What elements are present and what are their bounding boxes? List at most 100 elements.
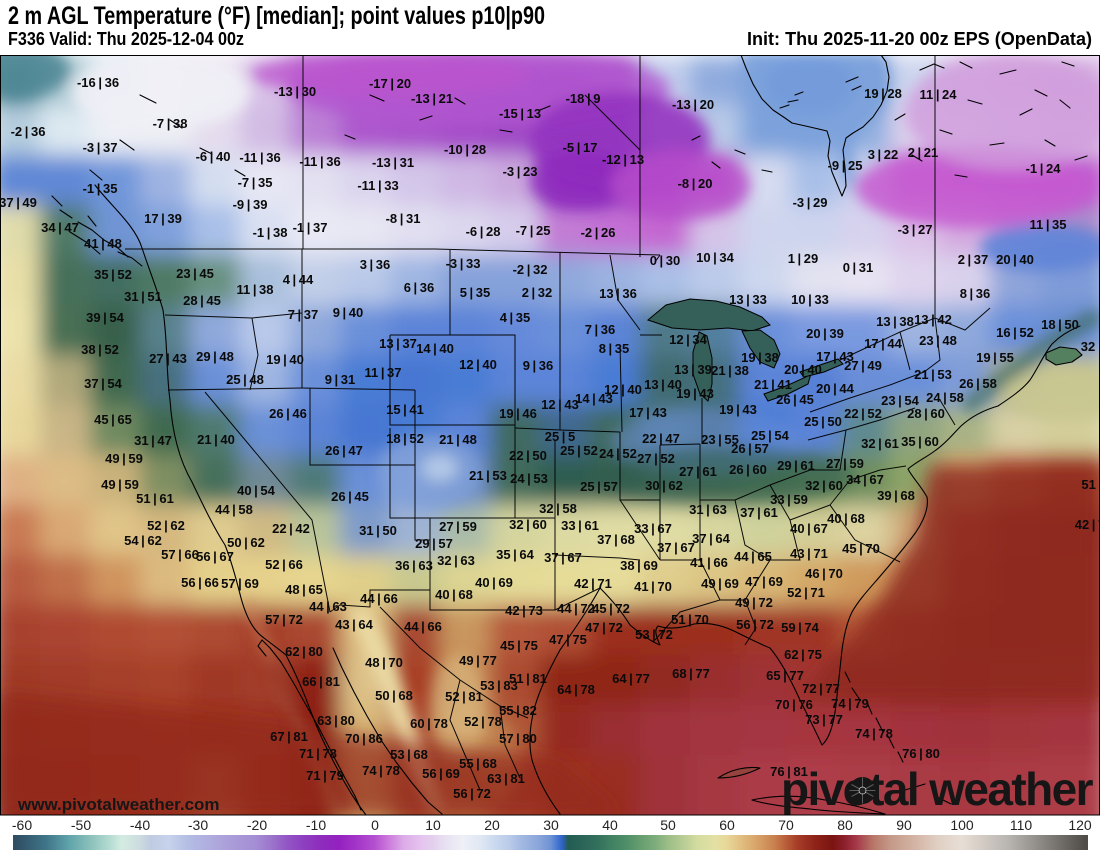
svg-text:33 | 61: 33 | 61 xyxy=(561,518,599,533)
svg-text:50: 50 xyxy=(660,817,676,833)
svg-text:-3 | 37: -3 | 37 xyxy=(83,140,118,155)
svg-text:49 | 59: 49 | 59 xyxy=(101,477,139,492)
svg-text:71 | 78: 71 | 78 xyxy=(299,746,337,761)
svg-text:48 | 65: 48 | 65 xyxy=(285,582,323,597)
svg-text:40 | 54: 40 | 54 xyxy=(237,483,276,498)
svg-text:-9 | 25: -9 | 25 xyxy=(828,158,863,173)
svg-text:14 | 40: 14 | 40 xyxy=(416,341,454,356)
svg-text:12 | 40: 12 | 40 xyxy=(459,357,497,372)
svg-text:26 | 45: 26 | 45 xyxy=(331,489,369,504)
svg-text:23 | 48: 23 | 48 xyxy=(919,333,957,348)
svg-text:25 | 52: 25 | 52 xyxy=(560,443,598,458)
svg-text:-50: -50 xyxy=(71,817,91,833)
svg-text:8 | 35: 8 | 35 xyxy=(599,341,630,356)
svg-text:18 | 50: 18 | 50 xyxy=(1041,317,1079,332)
svg-text:47 | 75: 47 | 75 xyxy=(549,632,587,647)
svg-text:57 | 69: 57 | 69 xyxy=(221,576,259,591)
svg-text:32 | 60: 32 | 60 xyxy=(805,478,843,493)
svg-text:56 | 67: 56 | 67 xyxy=(196,549,234,564)
svg-text:-17 | 20: -17 | 20 xyxy=(369,76,411,91)
svg-text:37 | 61: 37 | 61 xyxy=(740,505,778,520)
svg-text:17 | 44: 17 | 44 xyxy=(864,336,903,351)
svg-text:26 | 60: 26 | 60 xyxy=(729,462,767,477)
svg-text:23 | 45: 23 | 45 xyxy=(176,266,214,281)
svg-text:29 | 48: 29 | 48 xyxy=(196,349,234,364)
svg-text:54 | 62: 54 | 62 xyxy=(124,533,162,548)
svg-text:9 | 40: 9 | 40 xyxy=(333,305,364,320)
svg-text:7 | 37: 7 | 37 xyxy=(288,307,319,322)
svg-text:-3 | 27: -3 | 27 xyxy=(898,222,933,237)
svg-text:pivotal weather: pivotal weather xyxy=(781,763,1094,815)
svg-text:13 | 42: 13 | 42 xyxy=(914,312,952,327)
svg-text:-6 | 40: -6 | 40 xyxy=(196,149,231,164)
svg-text:-15 | 13: -15 | 13 xyxy=(499,106,541,121)
svg-text:20 | 40: 20 | 40 xyxy=(996,252,1034,267)
svg-text:80: 80 xyxy=(837,817,853,833)
svg-text:-13 | 21: -13 | 21 xyxy=(411,91,453,106)
svg-text:56 | 72: 56 | 72 xyxy=(453,786,491,801)
svg-text:33 | 67: 33 | 67 xyxy=(634,521,672,536)
svg-text:26 | 46: 26 | 46 xyxy=(269,406,307,421)
svg-text:19 | 40: 19 | 40 xyxy=(266,352,304,367)
svg-text:31 | 51: 31 | 51 xyxy=(124,289,162,304)
svg-text:31 | 63: 31 | 63 xyxy=(689,502,727,517)
svg-text:62 | 75: 62 | 75 xyxy=(784,647,822,662)
svg-text:52 | 81: 52 | 81 xyxy=(445,689,483,704)
svg-text:10: 10 xyxy=(425,817,441,833)
svg-text:22 | 42: 22 | 42 xyxy=(272,521,310,536)
svg-text:36 | 63: 36 | 63 xyxy=(395,558,433,573)
svg-text:0: 0 xyxy=(371,817,379,833)
svg-text:42 | 73: 42 | 73 xyxy=(505,603,543,618)
svg-text:120: 120 xyxy=(1068,817,1092,833)
svg-text:-1 | 37: -1 | 37 xyxy=(293,220,328,235)
svg-text:31 | 47: 31 | 47 xyxy=(134,433,172,448)
svg-text:41 | 66: 41 | 66 xyxy=(690,555,728,570)
svg-text:70 | 76: 70 | 76 xyxy=(775,697,813,712)
svg-text:-7 | 38: -7 | 38 xyxy=(153,116,188,131)
svg-text:19 | 55: 19 | 55 xyxy=(976,350,1014,365)
svg-text:13 | 39: 13 | 39 xyxy=(674,362,712,377)
svg-text:-3 | 23: -3 | 23 xyxy=(503,164,538,179)
svg-text:27 | 61: 27 | 61 xyxy=(679,464,717,479)
svg-text:35 | 60: 35 | 60 xyxy=(901,434,939,449)
svg-text:-1 | 24: -1 | 24 xyxy=(1026,161,1062,176)
svg-text:62 | 80: 62 | 80 xyxy=(285,644,323,659)
svg-text:100: 100 xyxy=(950,817,974,833)
svg-text:49 | 72: 49 | 72 xyxy=(735,595,773,610)
svg-text:50 | 68: 50 | 68 xyxy=(375,688,413,703)
svg-text:39 | 68: 39 | 68 xyxy=(877,488,915,503)
svg-text:10 | 33: 10 | 33 xyxy=(791,292,829,307)
svg-text:70: 70 xyxy=(778,817,794,833)
svg-text:41 | 48: 41 | 48 xyxy=(84,236,122,251)
svg-text:50 | 62: 50 | 62 xyxy=(227,535,265,550)
svg-text:19 | 38: 19 | 38 xyxy=(741,350,779,365)
svg-text:40 | 68: 40 | 68 xyxy=(435,587,473,602)
svg-text:45 | 70: 45 | 70 xyxy=(842,541,880,556)
svg-text:16 | 52: 16 | 52 xyxy=(996,325,1034,340)
svg-text:9 | 36: 9 | 36 xyxy=(523,358,554,373)
svg-text:37 | 67: 37 | 67 xyxy=(657,540,695,555)
svg-text:26 | 45: 26 | 45 xyxy=(776,392,814,407)
svg-text:12 | 34: 12 | 34 xyxy=(669,332,708,347)
svg-text:67 | 81: 67 | 81 xyxy=(270,729,308,744)
svg-text:4 | 35: 4 | 35 xyxy=(500,310,531,325)
svg-text:63 | 80: 63 | 80 xyxy=(317,713,355,728)
svg-text:21 | 40: 21 | 40 xyxy=(197,432,235,447)
svg-text:64 | 77: 64 | 77 xyxy=(612,671,650,686)
svg-text:40 | 68: 40 | 68 xyxy=(827,511,865,526)
svg-text:21 | 38: 21 | 38 xyxy=(711,363,749,378)
svg-text:33 | 59: 33 | 59 xyxy=(770,492,808,507)
svg-text:64 | 78: 64 | 78 xyxy=(557,682,595,697)
svg-text:17 | 43: 17 | 43 xyxy=(629,405,667,420)
svg-text:74 | 78: 74 | 78 xyxy=(855,726,893,741)
svg-text:-13 | 30: -13 | 30 xyxy=(274,84,316,99)
svg-text:-3 | 33: -3 | 33 xyxy=(446,256,481,271)
svg-text:13 | 38: 13 | 38 xyxy=(876,314,914,329)
svg-text:32 | 60: 32 | 60 xyxy=(509,517,547,532)
svg-text:-10: -10 xyxy=(306,817,326,833)
svg-text:0 | 30: 0 | 30 xyxy=(650,253,681,268)
svg-text:2 | 32: 2 | 32 xyxy=(522,285,553,300)
svg-text:11 | 38: 11 | 38 xyxy=(236,282,273,297)
svg-text:-10 | 28: -10 | 28 xyxy=(444,142,486,157)
svg-text:27 | 43: 27 | 43 xyxy=(149,351,187,366)
